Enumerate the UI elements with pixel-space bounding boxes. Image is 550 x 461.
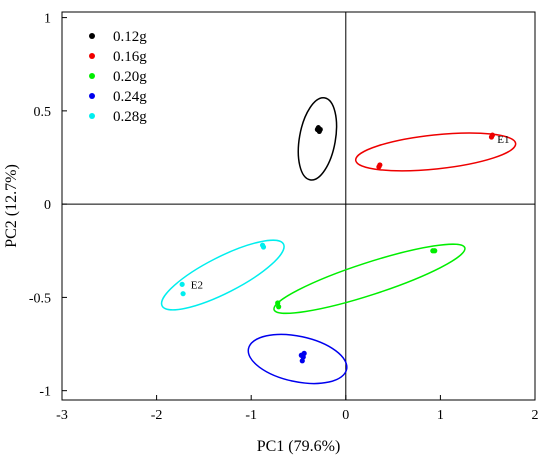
plot-frame <box>61 11 536 401</box>
legend-marker <box>89 93 95 99</box>
data-point <box>299 358 305 364</box>
series-0-12g <box>297 96 338 181</box>
x-tick-label: 1 <box>437 408 444 423</box>
data-point <box>276 304 282 310</box>
data-point <box>488 134 495 140</box>
legend-marker <box>89 33 95 39</box>
confidence-ellipse <box>273 243 466 315</box>
x-tick-label: -3 <box>56 408 68 423</box>
confidence-ellipse <box>247 333 348 385</box>
data-point <box>180 291 186 297</box>
series-0-20g <box>273 243 466 315</box>
y-tick-label: -0.5 <box>29 291 51 306</box>
point-label-e2: E2 <box>191 279 203 291</box>
legend-label: 0.24g <box>113 89 147 105</box>
data-point <box>317 126 323 133</box>
point-label-e1: E1 <box>497 134 509 146</box>
data-point <box>301 350 307 356</box>
series-0-16g <box>354 132 517 172</box>
series-0-24g <box>247 333 348 385</box>
x-tick-label: 0 <box>342 408 349 423</box>
legend-label: 0.16g <box>113 49 147 65</box>
y-tick-label: 1 <box>44 12 51 27</box>
y-axis-title: PC2 (12.7%) <box>3 164 20 248</box>
y-tick-label: 0.5 <box>34 105 52 120</box>
y-tick-label: -1 <box>39 385 51 400</box>
x-tick-label: 2 <box>532 408 539 423</box>
legend-label: 0.28g <box>113 109 147 125</box>
legend-marker <box>89 73 95 79</box>
legend-marker <box>89 53 95 59</box>
confidence-ellipse <box>354 132 517 172</box>
data-point <box>376 164 382 170</box>
series-0-28g <box>160 239 285 311</box>
legend-label: 0.20g <box>113 69 147 85</box>
confidence-ellipse <box>160 239 285 311</box>
legend-marker <box>89 113 95 119</box>
data-point <box>179 281 185 287</box>
y-tick-label: 0 <box>44 198 51 213</box>
x-tick-label: -2 <box>151 408 163 423</box>
data-point <box>259 242 266 248</box>
x-axis-title: PC1 (79.6%) <box>257 438 341 455</box>
confidence-ellipse <box>297 96 338 181</box>
data-point <box>432 248 438 254</box>
legend-label: 0.12g <box>113 29 147 45</box>
x-tick-label: -1 <box>245 408 257 423</box>
